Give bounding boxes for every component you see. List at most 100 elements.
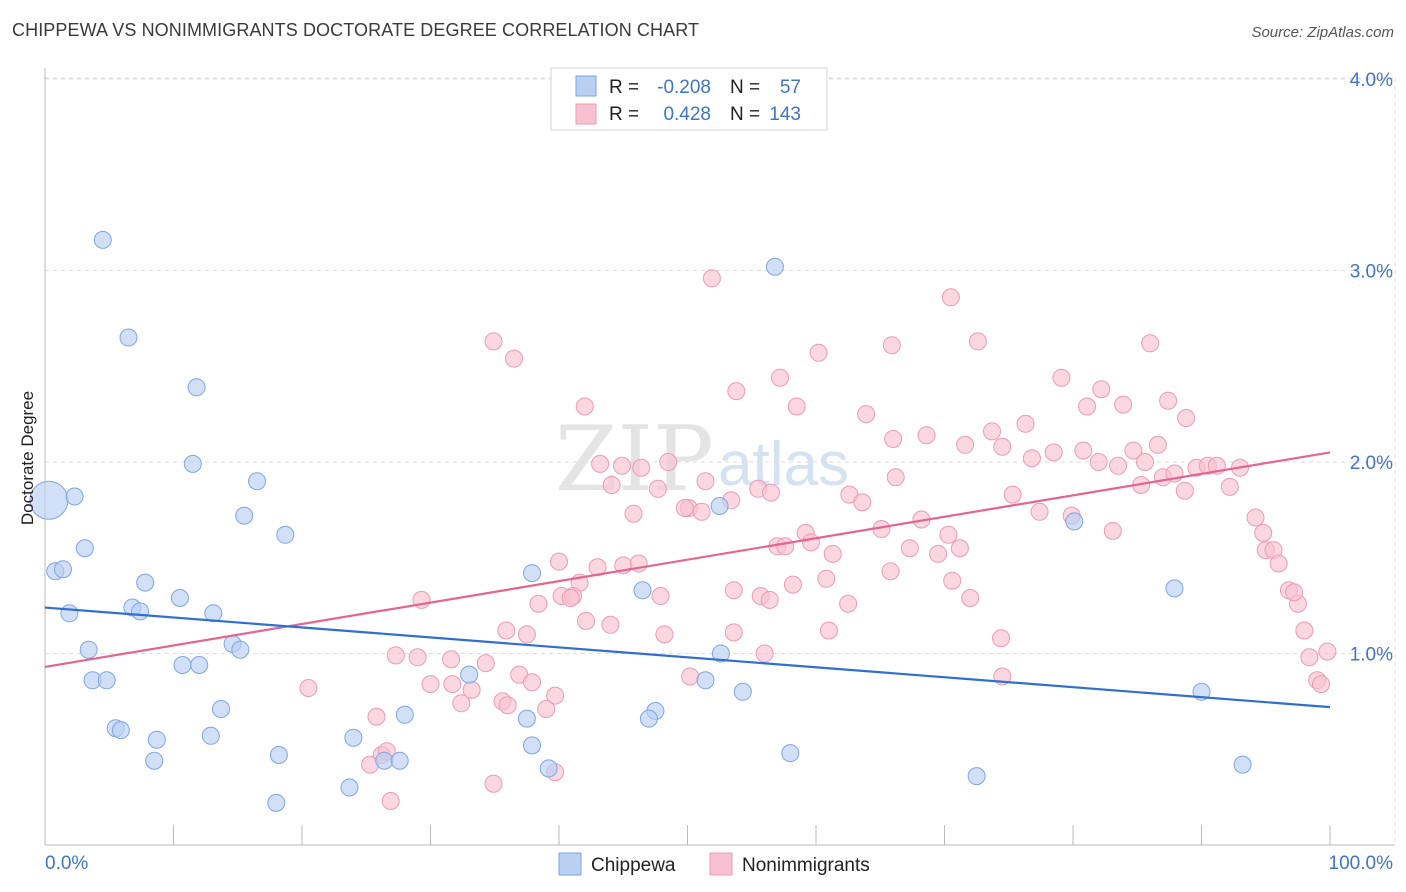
point-nonimmigrants-31 [1148,435,1167,454]
point-nonimmigrants-86 [550,552,568,571]
point-nonimmigrants-79 [1103,521,1122,540]
point-nonimmigrants-121 [523,673,541,692]
bottom-legend-label-chippewa: Chippewa [591,855,676,876]
point-chippewa-5 [65,487,84,506]
chart-source: Source: ZipAtlas.com [1251,24,1394,41]
point-nonimmigrants-34 [1175,481,1194,500]
point-nonimmigrants-18 [917,426,936,445]
point-chippewa-40 [523,736,541,755]
point-nonimmigrants-91 [561,589,580,607]
legend-swatch-chippewa [575,75,597,97]
legend-r-label-chippewa: R = [609,77,639,98]
point-nonimmigrants-68 [853,493,872,512]
y-tick-label-3: 4.0% [1350,70,1393,91]
point-nonimmigrants-58 [696,472,715,491]
point-nonimmigrants-133 [681,667,700,686]
point-chippewa-44 [711,644,730,663]
point-chippewa-43 [696,671,715,690]
point-chippewa-56 [1065,512,1084,531]
trend-lines [44,451,1331,709]
legend-n-value-chippewa: 57 [780,77,801,98]
point-chippewa-24 [97,671,116,690]
point-nonimmigrants-109 [839,594,858,613]
point-nonimmigrants-70 [886,468,905,487]
point-nonimmigrants-111 [943,571,962,590]
trend-line-chippewa [44,606,1331,709]
bottom-legend: Chippewa Nonimmigrants [558,852,870,876]
point-chippewa-41 [539,759,558,778]
point-nonimmigrants-4 [771,368,789,387]
point-nonimmigrants-2 [484,332,503,351]
point-nonimmigrants-74 [939,525,958,544]
legend-r-value-chippewa: -0.208 [657,77,711,98]
point-nonimmigrants-30 [1136,453,1154,471]
point-nonimmigrants-84 [624,504,643,523]
legend-r-label-nonimmigrants: R = [609,104,639,125]
point-chippewa-30 [145,751,164,770]
chart-title: CHIPPEWA VS NONIMMIGRANTS DOCTORATE DEGR… [12,20,700,40]
point-nonimmigrants-64 [776,537,795,556]
point-chippewa-34 [344,728,363,747]
point-nonimmigrants-21 [983,422,1001,441]
point-nonimmigrants-105 [760,590,779,609]
point-nonimmigrants-87 [529,594,548,613]
point-nonimmigrants-11 [1159,391,1178,410]
point-nonimmigrants-44 [1269,554,1288,573]
point-nonimmigrants-23 [1016,414,1035,433]
point-nonimmigrants-106 [783,575,802,594]
point-nonimmigrants-82 [591,454,610,473]
point-chippewa-37 [395,705,414,724]
point-nonimmigrants-17 [857,405,876,424]
point-nonimmigrants-98 [442,650,461,669]
point-chippewa-4 [187,378,206,397]
point-chippewa-27 [111,721,130,740]
point-nonimmigrants-73 [929,544,948,563]
point-nonimmigrants-55 [762,483,780,502]
point-nonimmigrants-13 [1177,409,1196,427]
point-nonimmigrants-60 [632,458,651,477]
watermark-zip: ZIP [555,407,714,512]
legend-n-value-nonimmigrants: 143 [769,104,801,125]
bottom-legend-swatch-nonimmigrants [709,852,733,876]
point-chippewa-11 [54,560,72,579]
point-chippewa-45 [733,682,752,701]
point-nonimmigrants-101 [577,611,595,630]
point-nonimmigrants-75 [950,539,969,558]
point-nonimmigrants-122 [546,686,565,705]
point-nonimmigrants-130 [299,679,318,697]
point-chippewa-22 [190,656,209,674]
point-chippewa-1 [93,230,112,249]
data-points [29,230,1337,812]
legend-n-label-chippewa: N = [730,77,760,98]
point-nonimmigrants-102 [601,615,620,634]
point-nonimmigrants-16 [787,397,806,416]
point-chippewa-7 [235,506,254,525]
point-chippewa-17 [204,604,223,623]
point-chippewa-6 [248,472,266,491]
point-nonimmigrants-136 [819,621,838,640]
point-chippewa-25 [212,700,230,718]
point-chippewa-16 [131,602,150,621]
point-nonimmigrants-5 [809,343,828,362]
point-nonimmigrants-71 [900,539,919,558]
point-nonimmigrants-81 [575,397,594,416]
point-nonimmigrants-123 [367,707,386,726]
point-nonimmigrants-41 [1254,523,1273,542]
bottom-legend-swatch-chippewa [558,852,582,876]
point-nonimmigrants-29 [1124,441,1143,460]
point-chippewa-54 [633,581,652,600]
point-nonimmigrants-19 [884,430,903,448]
point-chippewa-32 [267,793,286,812]
y-axis-title: Doctorate Degree [18,391,37,525]
point-chippewa-19 [231,640,250,659]
x-tick-label-0: 0.0% [45,853,88,874]
trend-line-nonimmigrants [44,451,1331,668]
y-tick-label-2: 3.0% [1350,262,1393,283]
point-nonimmigrants-99 [476,654,495,673]
point-nonimmigrants-135 [755,644,774,663]
point-chippewa-55 [1165,579,1184,598]
point-nonimmigrants-134 [724,623,743,642]
point-nonimmigrants-20 [956,435,975,454]
point-chippewa-31 [269,746,288,764]
point-chippewa-53 [639,709,658,728]
